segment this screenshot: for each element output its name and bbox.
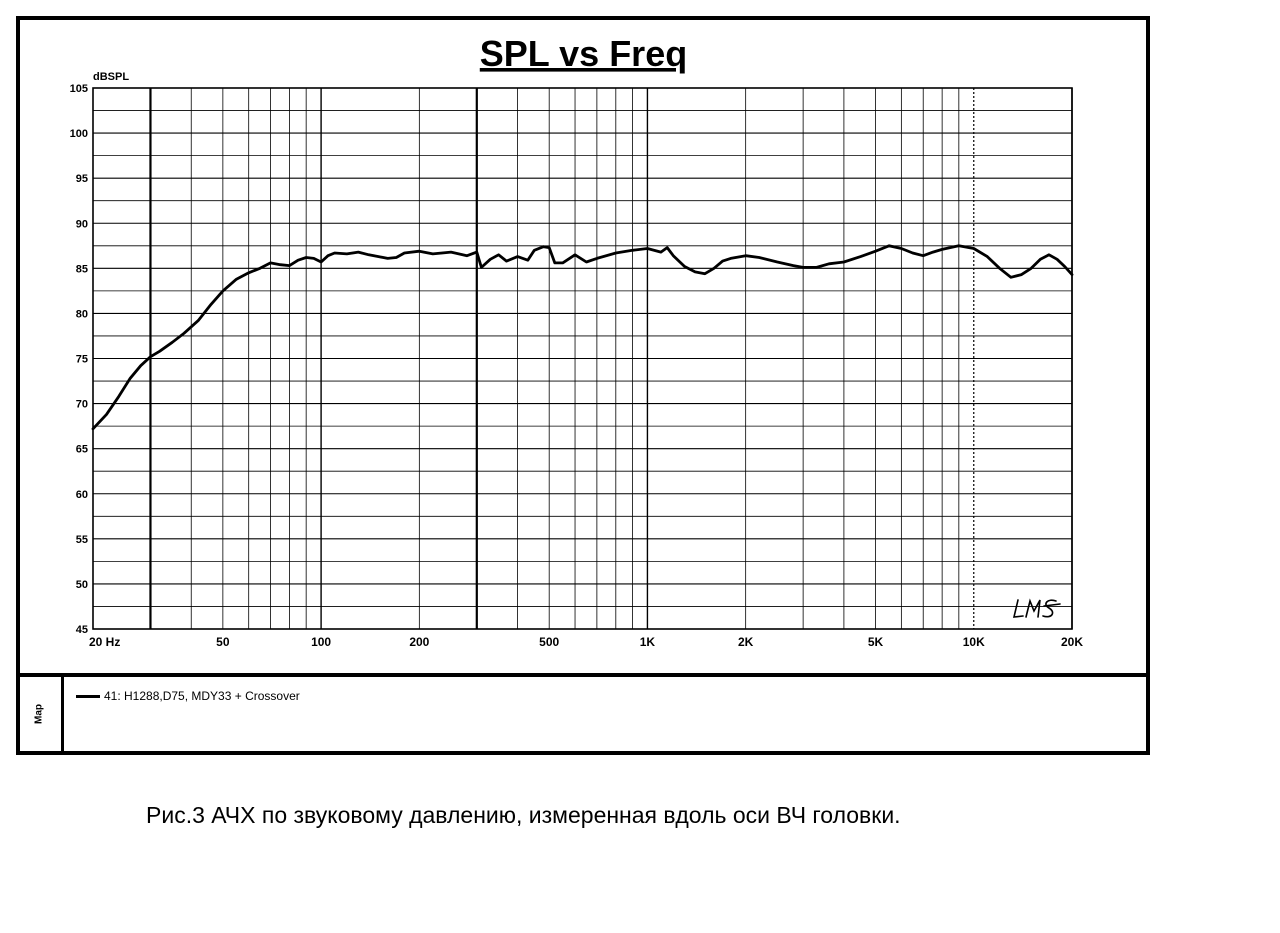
x-tick-label: 2K [738,635,754,649]
chart-title: SPL vs Freq [480,33,687,74]
y-tick-label: 100 [70,128,88,140]
lms-logo-stroke [1043,603,1061,607]
y-tick-label: 105 [70,83,88,95]
map-label-text: Map [33,704,45,724]
y-tick-label: 85 [76,263,88,275]
figure-caption: Рис.3 АЧХ по звуковому давлению, измерен… [146,802,901,828]
lms-logo [1012,598,1061,618]
plot-border [92,87,1073,630]
y-tick-label: 80 [76,308,88,320]
y-tick-label: 70 [76,399,88,411]
y-tick-label: 95 [76,173,88,185]
y-tick-label: 90 [76,218,88,230]
x-tick-label: 10K [963,635,985,649]
lms-logo-stroke [1042,599,1057,618]
y-tick-label: 60 [76,489,88,501]
legend-series-name: 41: H1288,D75, MDY33 + Crossover [104,689,300,703]
y-tick-label: 55 [76,534,88,546]
x-tick-label: 500 [539,635,559,649]
x-tick-label: 1K [640,635,656,649]
legend-entry: 41: H1288,D75, MDY33 + Crossover [76,689,300,703]
x-tick-label: 20K [1061,635,1083,649]
x-tick-label: 5K [868,635,884,649]
lms-logo-stroke [1025,598,1041,618]
series-line [91,244,1074,431]
y-tick-label: 75 [76,354,88,366]
y-tick-label: 65 [76,444,88,456]
lms-logo-stroke [1012,599,1024,618]
legend-vertical-divider [61,677,64,751]
legend-map-label: Map [16,677,62,751]
y-tick-label: 45 [76,624,88,636]
x-tick-label: 20 Hz [89,635,120,649]
x-tick-label: 200 [409,635,429,649]
x-tick-label: 100 [311,635,331,649]
legend-line-swatch [76,694,100,698]
x-tick-label: 50 [216,635,230,649]
legend-divider [16,673,1150,677]
y-tick-label: 50 [76,579,88,591]
y-axis-label: dBSPL [93,71,129,83]
